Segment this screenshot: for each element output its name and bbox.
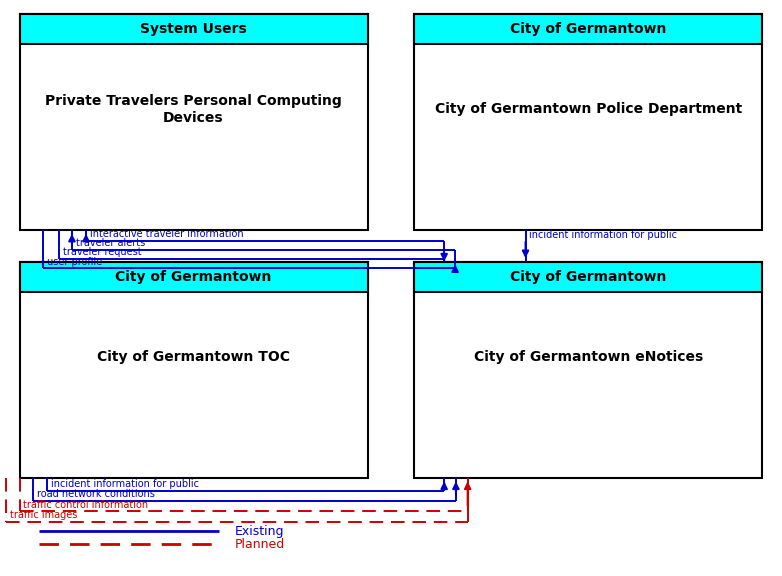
Bar (414, 262, 762, 478)
Text: City of Germantown TOC: City of Germantown TOC (97, 350, 290, 364)
Text: road network conditions: road network conditions (37, 490, 155, 499)
Bar (20, 14, 368, 230)
Bar (20, 262, 368, 292)
Text: Planned: Planned (235, 538, 285, 551)
Bar (20, 262, 368, 478)
Bar (414, 14, 762, 230)
Text: interactive traveler information: interactive traveler information (90, 229, 243, 239)
Text: City of Germantown eNotices: City of Germantown eNotices (474, 350, 703, 364)
Text: traffic images: traffic images (10, 510, 77, 520)
Text: user profile: user profile (47, 257, 102, 267)
Text: City of Germantown: City of Germantown (511, 22, 666, 36)
Text: Private Travelers Personal Computing
Devices: Private Travelers Personal Computing Dev… (45, 94, 342, 124)
Bar (20, 14, 368, 44)
Text: Existing: Existing (235, 525, 284, 537)
Bar (414, 14, 762, 44)
Text: City of Germantown: City of Germantown (511, 270, 666, 284)
Text: traveler alerts: traveler alerts (76, 238, 145, 248)
Text: incident information for public: incident information for public (529, 230, 677, 241)
Bar (414, 262, 762, 292)
Text: traffic control information: traffic control information (23, 500, 149, 510)
Text: City of Germantown Police Department: City of Germantown Police Department (435, 103, 742, 116)
Text: System Users: System Users (140, 22, 247, 36)
Text: incident information for public: incident information for public (51, 479, 199, 489)
Text: traveler request: traveler request (63, 248, 142, 257)
Text: City of Germantown: City of Germantown (116, 270, 271, 284)
